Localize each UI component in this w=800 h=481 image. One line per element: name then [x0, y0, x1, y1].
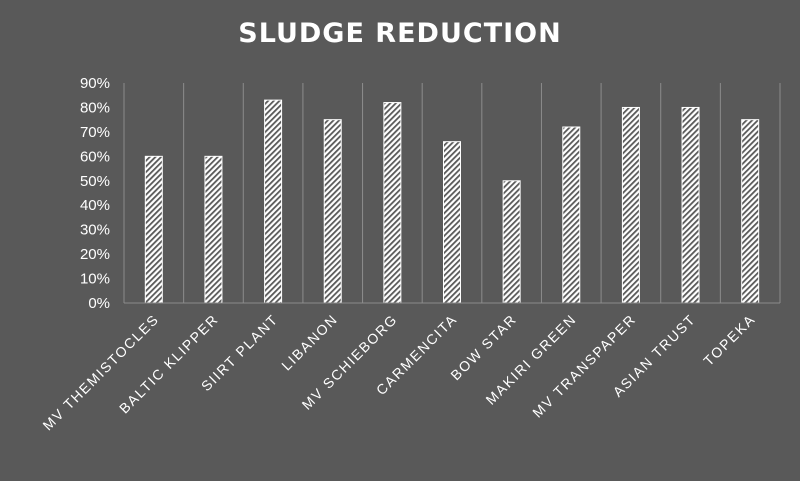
x-category-label: BALTIC KLIPPER	[116, 311, 222, 417]
y-tick-label: 0%	[88, 295, 110, 312]
y-tick-label: 60%	[80, 148, 110, 165]
bars	[144, 99, 760, 304]
grid-lines	[123, 83, 781, 303]
x-category-label: MV THEMISTOCLES	[39, 311, 162, 434]
x-category-label: LIBANON	[278, 311, 341, 374]
y-tick-label: 20%	[80, 246, 110, 263]
bar	[502, 180, 521, 304]
y-tick-label: 50%	[80, 173, 110, 190]
y-tick-label: 30%	[80, 222, 110, 239]
y-tick-label: 80%	[80, 99, 110, 116]
chart-title: SLUDGE REDUCTION	[238, 18, 562, 49]
bar	[621, 106, 640, 304]
bar	[264, 99, 283, 304]
bar	[562, 126, 581, 304]
bar	[323, 119, 342, 304]
bar	[204, 155, 223, 304]
y-tick-labels: 0% 10% 20% 30% 40% 50% 60% 70% 80% 90%	[80, 75, 110, 312]
bar	[681, 106, 700, 304]
x-category-label: TOPEKA	[700, 311, 758, 369]
y-tick-label: 70%	[80, 124, 110, 141]
y-tick-label: 40%	[80, 197, 110, 214]
y-tick-label: 90%	[80, 75, 110, 92]
bar	[741, 119, 760, 304]
bar	[383, 102, 402, 304]
x-category-label: MV TRANSPAPER	[529, 311, 639, 421]
y-tick-label: 10%	[80, 271, 110, 288]
bar	[144, 155, 163, 304]
bar	[443, 141, 461, 304]
